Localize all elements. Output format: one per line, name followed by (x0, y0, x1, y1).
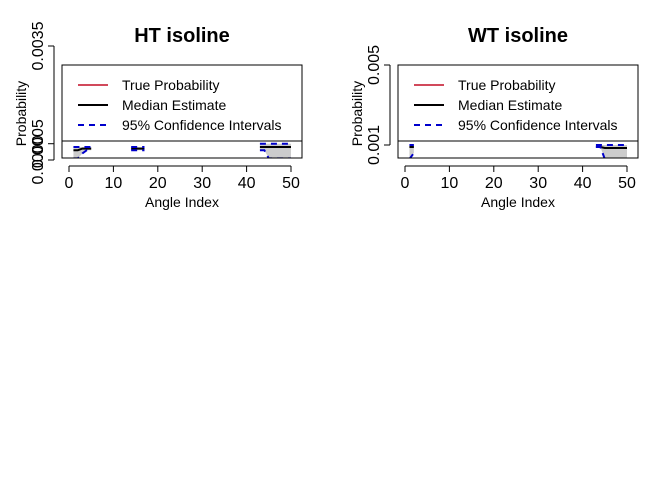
legend-label: 95% Confidence Intervals (458, 117, 618, 133)
plot-frame (397, 64, 639, 159)
x-tick-label: 0 (65, 175, 74, 192)
y-tick-label: 0.005 (366, 45, 383, 85)
x-tick-label: 10 (105, 175, 123, 192)
x-tick-label: 10 (441, 175, 459, 192)
y-tick-label: 0.0035 (30, 21, 47, 70)
plot-frame (61, 64, 303, 159)
y-tick-label: 0.0005 (30, 119, 47, 168)
ci-band (409, 145, 414, 158)
y-tick-label: 0.001 (366, 125, 383, 165)
chart-title: HT isoline (134, 25, 230, 47)
x-tick-label: 30 (529, 175, 547, 192)
legend-label: True Probability (122, 77, 220, 93)
x-axis-label: Angle Index (481, 194, 555, 210)
y-tick-label: 0.0000 (30, 135, 47, 184)
median-line (73, 145, 291, 152)
x-tick-label: 0 (401, 175, 410, 192)
ci-line (73, 149, 291, 158)
ci-line (73, 142, 291, 148)
legend-label: 95% Confidence Intervals (122, 117, 282, 133)
legend-label: True Probability (458, 77, 556, 93)
y-axis-label: Probability (13, 81, 29, 146)
x-tick-label: 40 (238, 175, 256, 192)
x-axis-label: Angle Index (145, 194, 219, 210)
legend-box (397, 64, 639, 142)
plot-area (408, 144, 627, 158)
x-tick-label: 20 (149, 175, 167, 192)
legend-box (61, 64, 303, 142)
plot-area (73, 142, 291, 158)
legend-label: Median Estimate (458, 97, 562, 113)
x-tick-label: 30 (193, 175, 211, 192)
ci-line (408, 146, 627, 158)
median-line (409, 146, 627, 149)
x-tick-label: 50 (282, 175, 300, 192)
chart-title: WT isoline (468, 25, 568, 47)
x-tick-label: 40 (574, 175, 592, 192)
x-tick-label: 50 (618, 175, 636, 192)
y-axis-label: Probability (349, 81, 365, 146)
x-tick-label: 20 (485, 175, 503, 192)
legend-label: Median Estimate (122, 97, 226, 113)
